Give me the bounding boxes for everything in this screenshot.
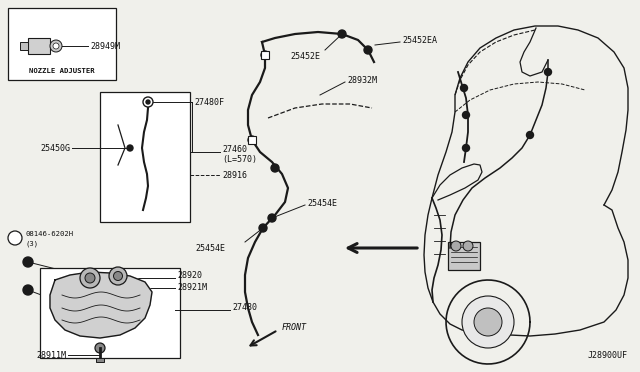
Circle shape — [364, 46, 372, 54]
Bar — [261, 51, 269, 59]
Circle shape — [474, 308, 502, 336]
Text: J28900UF: J28900UF — [588, 351, 628, 360]
Circle shape — [53, 43, 59, 49]
Text: 28920: 28920 — [177, 270, 202, 279]
Polygon shape — [20, 42, 28, 50]
Text: 08146-6202H: 08146-6202H — [25, 231, 73, 237]
Circle shape — [50, 40, 62, 52]
Circle shape — [8, 231, 22, 245]
Circle shape — [461, 84, 467, 92]
Bar — [100, 92, 190, 222]
Circle shape — [545, 68, 552, 76]
Text: 28916: 28916 — [222, 170, 247, 180]
Circle shape — [85, 273, 95, 283]
Circle shape — [113, 272, 122, 280]
Text: 28932M: 28932M — [347, 76, 377, 84]
Text: FRONT: FRONT — [282, 324, 307, 333]
Text: 25454E: 25454E — [195, 244, 225, 253]
Text: 28921M: 28921M — [177, 283, 207, 292]
Bar — [40, 268, 180, 358]
Circle shape — [259, 224, 267, 232]
Circle shape — [271, 164, 279, 172]
Circle shape — [80, 268, 100, 288]
Bar — [248, 136, 256, 144]
Circle shape — [127, 145, 133, 151]
Text: 28949M: 28949M — [90, 42, 120, 51]
Text: 25450G: 25450G — [40, 144, 70, 153]
Text: 25454E: 25454E — [307, 199, 337, 208]
Text: 28911M: 28911M — [36, 350, 66, 359]
Text: B: B — [13, 234, 17, 243]
Circle shape — [462, 296, 514, 348]
Circle shape — [463, 144, 470, 151]
Circle shape — [146, 100, 150, 104]
Circle shape — [95, 343, 105, 353]
Circle shape — [451, 241, 461, 251]
Bar — [28, 38, 50, 54]
Circle shape — [248, 136, 256, 144]
Bar — [8, 8, 116, 80]
Text: 25452EA: 25452EA — [402, 35, 437, 45]
Circle shape — [261, 51, 269, 59]
Text: (3): (3) — [25, 241, 38, 247]
Circle shape — [463, 112, 470, 119]
Circle shape — [268, 214, 276, 222]
Circle shape — [109, 267, 127, 285]
Bar — [448, 242, 480, 270]
Circle shape — [23, 285, 33, 295]
Polygon shape — [50, 272, 152, 338]
Text: 27460: 27460 — [222, 144, 247, 154]
Circle shape — [23, 257, 33, 267]
Circle shape — [527, 131, 534, 138]
Circle shape — [338, 30, 346, 38]
Text: 27480: 27480 — [232, 304, 257, 312]
Bar — [96, 358, 104, 362]
Circle shape — [463, 241, 473, 251]
Text: 27480F: 27480F — [194, 97, 224, 106]
Text: 25452E: 25452E — [290, 51, 320, 61]
Text: (L=570): (L=570) — [222, 154, 257, 164]
Circle shape — [143, 97, 153, 107]
Text: NOZZLE ADJUSTER: NOZZLE ADJUSTER — [29, 68, 95, 74]
